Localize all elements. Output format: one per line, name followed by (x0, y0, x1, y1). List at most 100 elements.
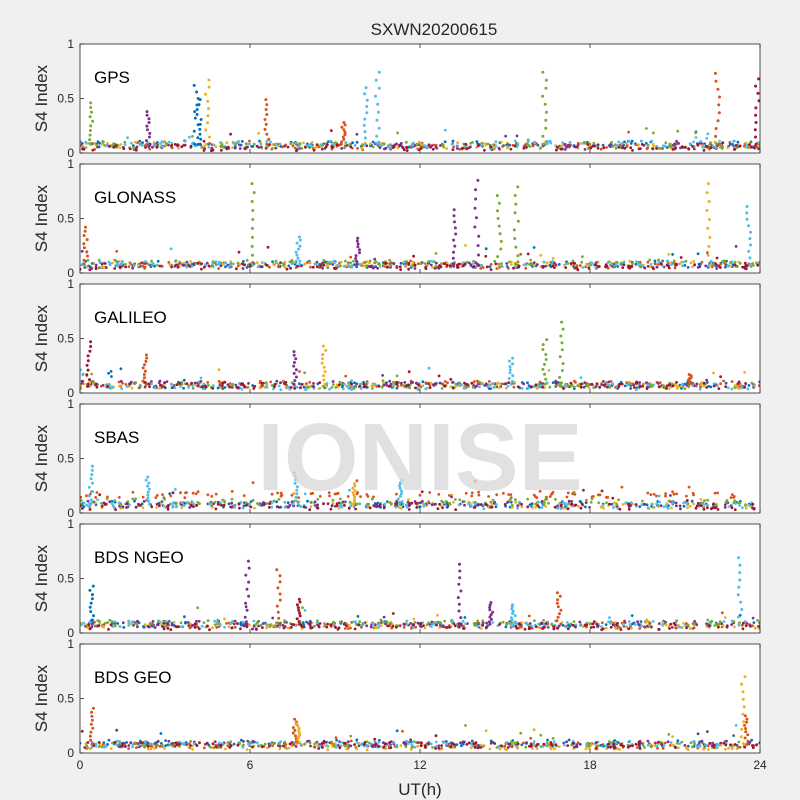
data-point (133, 499, 136, 503)
data-point (497, 146, 501, 150)
data-point (756, 619, 759, 622)
data-point (344, 627, 347, 630)
spike-point (754, 106, 758, 110)
data-point (396, 131, 399, 135)
data-point (623, 619, 626, 623)
data-point (431, 260, 435, 263)
data-point (462, 624, 465, 628)
data-point (577, 384, 581, 388)
data-point (264, 263, 268, 267)
data-point (721, 259, 725, 263)
data-point (113, 267, 117, 270)
data-point (565, 145, 568, 149)
spike-point (558, 375, 562, 379)
data-point (627, 627, 630, 631)
data-point (534, 505, 537, 509)
data-point (113, 624, 117, 628)
data-point (153, 264, 157, 268)
data-point (236, 261, 240, 265)
data-point (503, 503, 507, 506)
data-point (745, 264, 749, 268)
data-point (107, 738, 111, 742)
data-point (260, 265, 264, 269)
data-point (365, 624, 369, 628)
data-point (335, 383, 339, 387)
data-point (200, 267, 203, 271)
data-point (248, 139, 251, 143)
data-point (735, 146, 739, 150)
data-point (675, 139, 678, 143)
data-point (454, 498, 457, 501)
data-point (516, 506, 519, 510)
data-point (189, 260, 193, 263)
data-point (276, 144, 280, 148)
spike-point (89, 142, 93, 146)
data-point (200, 624, 204, 628)
data-point (715, 267, 719, 270)
data-point (331, 380, 335, 383)
data-point (509, 493, 513, 496)
data-point (709, 259, 713, 263)
data-point (507, 493, 511, 496)
data-point (358, 262, 362, 266)
data-point (274, 146, 278, 150)
spike-point (754, 113, 758, 117)
data-point (646, 506, 650, 510)
data-point (355, 747, 358, 751)
data-point (669, 622, 672, 626)
data-point (675, 742, 679, 745)
data-point (235, 267, 238, 271)
data-point (628, 739, 632, 743)
spike-point (736, 593, 740, 597)
data-point (542, 500, 546, 504)
data-point (196, 606, 200, 610)
data-point (420, 142, 423, 146)
data-point (309, 744, 312, 748)
spike-point (206, 121, 209, 125)
data-point (513, 741, 517, 745)
data-point (586, 384, 589, 388)
spike-point (251, 218, 255, 221)
data-point (326, 502, 330, 506)
data-point (573, 492, 577, 496)
data-point (123, 143, 127, 147)
spike-point (199, 137, 203, 141)
data-point (245, 748, 249, 751)
data-point (465, 260, 469, 264)
data-point (186, 621, 190, 624)
data-point (552, 266, 556, 269)
spike-point (508, 368, 512, 372)
spike-point (399, 492, 403, 496)
data-point (182, 378, 186, 382)
data-point (587, 746, 591, 750)
data-point (118, 384, 121, 388)
data-point (752, 621, 756, 624)
data-point (645, 503, 649, 507)
data-point (99, 266, 103, 269)
data-point (202, 149, 206, 152)
data-point (612, 264, 616, 268)
data-point (438, 621, 442, 625)
data-point (438, 502, 441, 506)
spike-point (294, 499, 298, 503)
data-point (680, 387, 683, 390)
data-point (302, 625, 306, 629)
spike-point (87, 494, 91, 498)
data-point (90, 372, 93, 376)
data-point (228, 385, 232, 389)
data-point (465, 147, 469, 151)
data-point (160, 140, 164, 143)
data-point (661, 384, 665, 388)
data-point (313, 742, 317, 746)
data-point (206, 381, 210, 384)
spike-point (293, 379, 297, 383)
data-point (281, 145, 284, 149)
data-point (740, 624, 744, 627)
data-point (211, 262, 215, 266)
data-point (479, 743, 483, 747)
data-point (259, 142, 263, 146)
data-point (737, 387, 741, 390)
data-point (221, 385, 224, 389)
data-point (542, 260, 546, 264)
data-point (114, 743, 118, 746)
